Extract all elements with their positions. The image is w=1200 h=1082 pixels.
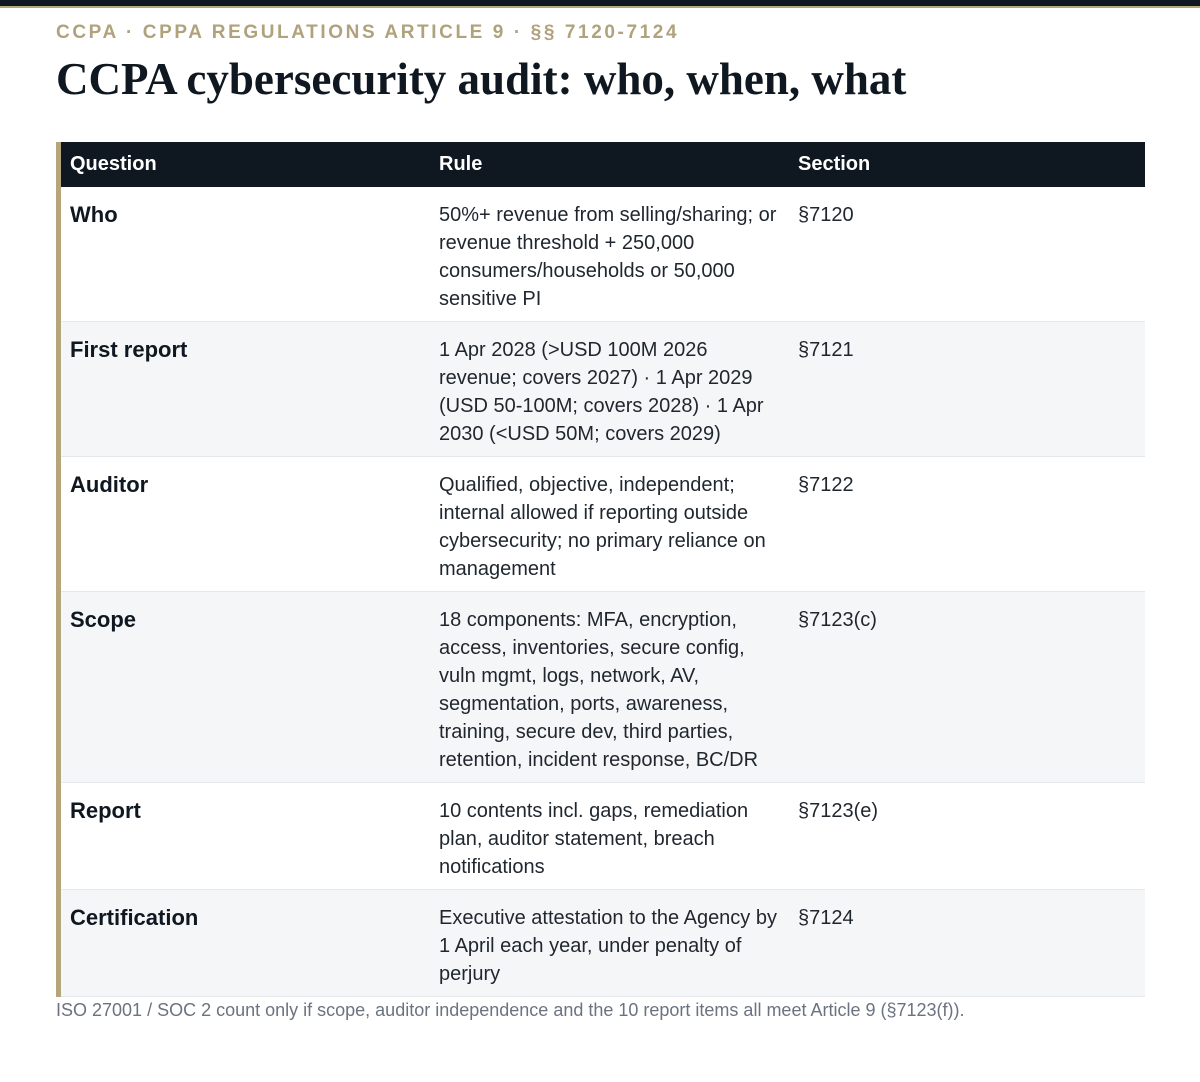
question-cell: Auditor (61, 456, 430, 592)
page-title: CCPA cybersecurity audit: who, when, wha… (56, 54, 907, 104)
section-cell: §7123(e) (789, 782, 1145, 890)
top-rule (0, 0, 1200, 8)
question-cell: First report (61, 321, 430, 457)
table-row: Scope 18 components: MFA, encryption, ac… (61, 591, 1145, 783)
rule-cell: Qualified, objective, independent; inter… (430, 456, 789, 592)
rule-cell: 10 contents incl. gaps, remediation plan… (430, 782, 789, 890)
section-cell: §7121 (789, 321, 1145, 457)
column-header-section: Section (789, 142, 1145, 187)
rule-cell: 1 Apr 2028 (>USD 100M 2026 revenue; cove… (430, 321, 789, 457)
table-row: Report 10 contents incl. gaps, remediati… (61, 782, 1145, 890)
rule-cell: Executive attestation to the Agency by 1… (430, 889, 789, 997)
section-cell: §7120 (789, 187, 1145, 322)
rule-cell: 50%+ revenue from selling/sharing; or re… (430, 187, 789, 322)
table-row: First report 1 Apr 2028 (>USD 100M 2026 … (61, 321, 1145, 457)
section-cell: §7122 (789, 456, 1145, 592)
table-header: Question Rule Section (61, 142, 1145, 187)
eyebrow-label: CCPA · CPPA REGULATIONS ARTICLE 9 · §§ 7… (56, 22, 680, 43)
audit-table: Question Rule Section Who 50%+ revenue f… (61, 142, 1145, 997)
column-header-rule: Rule (430, 142, 789, 187)
rule-cell: 18 components: MFA, encryption, access, … (430, 591, 789, 783)
table-body: Who 50%+ revenue from selling/sharing; o… (61, 187, 1145, 997)
table-row: Who 50%+ revenue from selling/sharing; o… (61, 187, 1145, 322)
table-row: Auditor Qualified, objective, independen… (61, 456, 1145, 592)
footnote: ISO 27001 / SOC 2 count only if scope, a… (56, 1000, 965, 1020)
question-cell: Report (61, 782, 430, 890)
question-cell: Who (61, 187, 430, 322)
section-cell: §7124 (789, 889, 1145, 997)
table-row: Certification Executive attestation to t… (61, 889, 1145, 997)
question-cell: Certification (61, 889, 430, 997)
question-cell: Scope (61, 591, 430, 783)
audit-table-container: Question Rule Section Who 50%+ revenue f… (56, 142, 1145, 997)
table-header-row: Question Rule Section (61, 142, 1145, 187)
column-header-question: Question (61, 142, 430, 187)
section-cell: §7123(c) (789, 591, 1145, 783)
